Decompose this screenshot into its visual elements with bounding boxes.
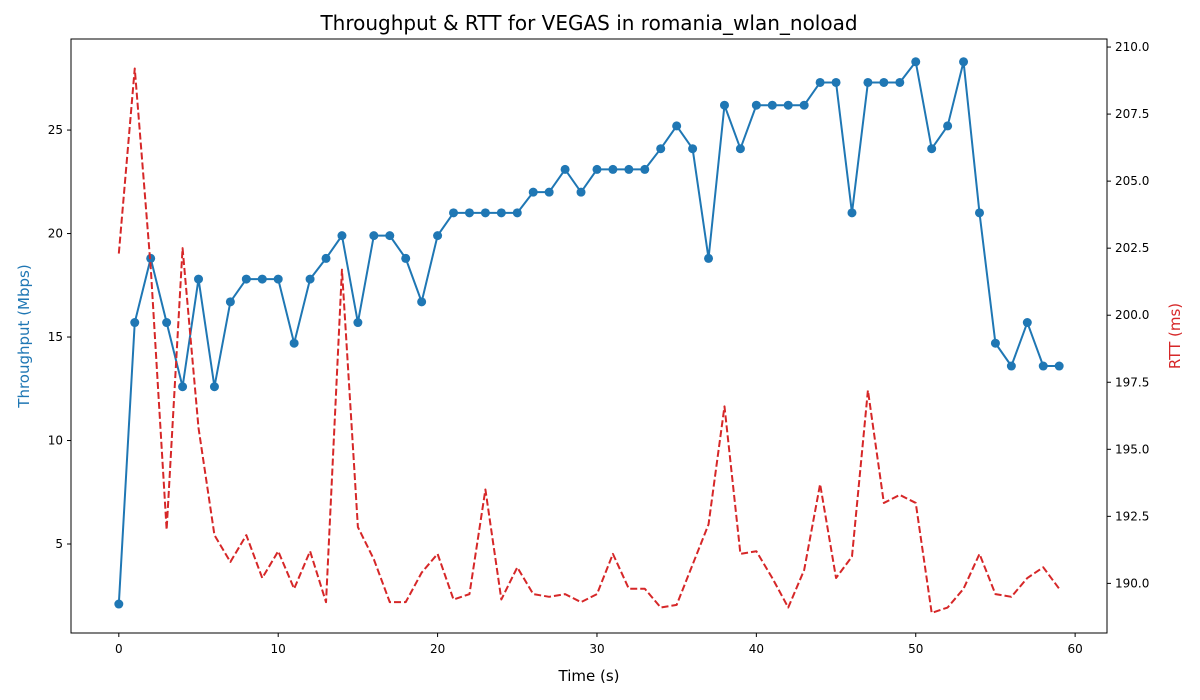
- throughput-data-point: [719, 100, 729, 110]
- throughput-data-point: [943, 121, 953, 131]
- throughput-data-point: [289, 338, 299, 348]
- throughput-data-point: [480, 208, 490, 218]
- left-y-tick-label: 20: [48, 227, 63, 241]
- throughput-data-point: [767, 100, 777, 110]
- throughput-data-point: [815, 77, 825, 87]
- throughput-data-point: [1006, 361, 1016, 371]
- throughput-data-point: [337, 231, 347, 241]
- throughput-data-point: [241, 274, 251, 284]
- throughput-data-point: [305, 274, 315, 284]
- chart-title: Throughput & RTT for VEGAS in romania_wl…: [319, 11, 857, 35]
- throughput-data-point: [560, 164, 570, 174]
- x-axis: 0 10 20 30 40 50 60: [115, 633, 1083, 656]
- throughput-data-point: [449, 208, 459, 218]
- right-y-tick-label: 200.0: [1115, 308, 1149, 322]
- throughput-data-point: [353, 318, 363, 328]
- x-axis-title: Time (s): [558, 667, 620, 685]
- throughput-data-point: [704, 253, 714, 263]
- throughput-data-point: [528, 187, 538, 197]
- right-y-tick-label: 205.0: [1115, 174, 1149, 188]
- throughput-data-point: [433, 231, 443, 241]
- throughput-data-point: [369, 231, 379, 241]
- throughput-data-point: [990, 338, 1000, 348]
- throughput-data-point: [512, 208, 522, 218]
- throughput-data-point: [895, 77, 905, 87]
- right-y-tick-label: 207.5: [1115, 107, 1149, 121]
- throughput-data-point: [194, 274, 204, 284]
- throughput-data-point: [178, 382, 188, 392]
- throughput-data-point: [1022, 318, 1032, 328]
- right-y-tick-label: 210.0: [1115, 40, 1149, 54]
- throughput-data-point: [162, 318, 172, 328]
- throughput-data-point: [879, 77, 889, 87]
- throughput-data-point: [783, 100, 793, 110]
- throughput-data-point: [544, 187, 554, 197]
- left-y-tick-label: 10: [48, 434, 63, 448]
- right-y-tick-label: 197.5: [1115, 375, 1149, 389]
- x-tick-label: 40: [749, 642, 764, 656]
- throughput-data-point: [847, 208, 857, 218]
- x-tick-label: 30: [589, 642, 604, 656]
- right-y-tick-label: 202.5: [1115, 241, 1149, 255]
- throughput-data-point: [751, 100, 761, 110]
- throughput-data-point: [209, 382, 219, 392]
- throughput-data-point: [974, 208, 984, 218]
- x-tick-label: 20: [430, 642, 445, 656]
- throughput-data-point: [130, 318, 140, 328]
- right-y-tick-label: 190.0: [1115, 576, 1149, 590]
- throughput-data-point: [385, 231, 395, 241]
- x-tick-label: 60: [1067, 642, 1082, 656]
- right-y-tick-label: 192.5: [1115, 509, 1149, 523]
- throughput-data-point: [863, 77, 873, 87]
- rtt-series-line: [117, 67, 1060, 614]
- throughput-data-point: [1054, 361, 1064, 371]
- left-y-axis: 5 10 15 20 25: [48, 123, 71, 551]
- throughput-data-point: [592, 164, 602, 174]
- throughput-data-point: [911, 57, 921, 67]
- series-layer: [114, 57, 1064, 614]
- throughput-data-point: [273, 274, 283, 284]
- left-y-tick-label: 25: [48, 123, 63, 137]
- throughput-data-point: [688, 144, 698, 154]
- x-tick-label: 0: [115, 642, 123, 656]
- left-y-tick-label: 15: [48, 330, 63, 344]
- x-tick-label: 10: [271, 642, 286, 656]
- throughput-data-point: [959, 57, 969, 67]
- left-y-axis-title: Throughput (Mbps): [15, 264, 33, 408]
- throughput-data-point: [225, 297, 235, 307]
- throughput-data-point: [831, 77, 841, 87]
- plot-area-frame: [70, 38, 1108, 634]
- throughput-data-point: [799, 100, 809, 110]
- throughput-data-point: [656, 144, 666, 154]
- x-tick-label: 50: [908, 642, 923, 656]
- throughput-data-point: [496, 208, 506, 218]
- right-y-tick-label: 195.0: [1115, 442, 1149, 456]
- throughput-data-point: [257, 274, 267, 284]
- throughput-data-point: [321, 253, 331, 263]
- throughput-data-point: [401, 253, 411, 263]
- throughput-data-point: [114, 599, 124, 609]
- right-y-axis: 190.0 192.5 195.0 197.5 200.0 202.5 205.0 207.5…: [1107, 40, 1149, 590]
- throughput-data-point: [1038, 361, 1048, 371]
- throughput-data-point: [464, 208, 474, 218]
- left-y-tick-label: 5: [55, 537, 63, 551]
- throughput-data-point: [927, 144, 937, 154]
- right-y-axis-title: RTT (ms): [1166, 303, 1184, 369]
- throughput-data-point: [417, 297, 427, 307]
- throughput-data-point: [672, 121, 682, 131]
- throughput-data-point: [735, 144, 745, 154]
- throughput-data-point: [608, 164, 618, 174]
- throughput-data-point: [624, 164, 634, 174]
- throughput-data-point: [576, 187, 586, 197]
- throughput-data-point: [640, 164, 650, 174]
